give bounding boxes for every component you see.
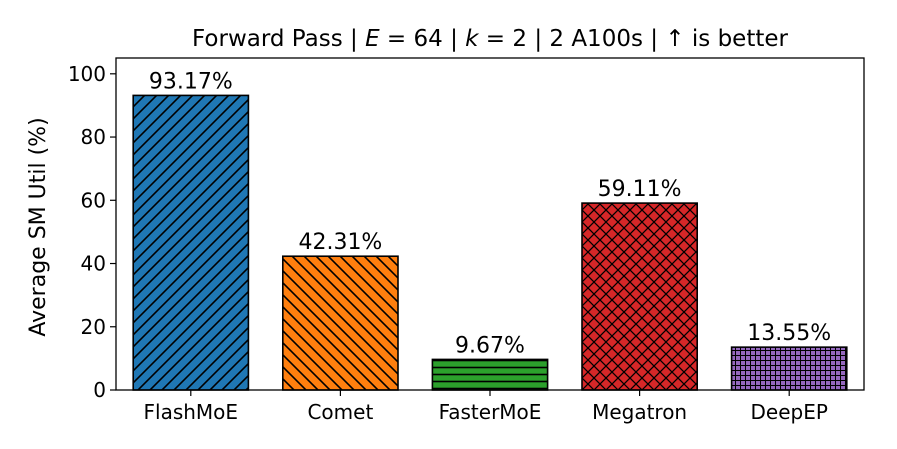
data-label-fastermoe: 9.67%: [455, 333, 525, 358]
plot-frame: [115, 57, 865, 391]
y-tick-label-100: 100: [68, 62, 106, 86]
data-label-flashmoe: 93.17%: [149, 69, 233, 94]
bar-hatch-fastermoe: [431, 358, 549, 391]
bar-hatch-comet: [282, 255, 399, 391]
x-tick-label-megatron: Megatron: [592, 400, 687, 424]
x-axis-ticks: FlashMoE Comet FasterMoE Megatron DeepEP: [144, 390, 828, 424]
y-axis-ticks: 0 20 40 60 80 100: [68, 62, 116, 402]
x-tick-label-deepep: DeepEP: [750, 400, 827, 424]
data-label-megatron: 59.11%: [598, 177, 682, 202]
x-tick-label-flashmoe: FlashMoE: [144, 400, 239, 424]
y-tick-label-0: 0: [93, 378, 106, 402]
bar-hatch-flashmoe: [132, 94, 250, 391]
bars-group: [132, 94, 848, 391]
y-tick-label-40: 40: [81, 252, 106, 276]
y-tick-label-20: 20: [81, 315, 106, 339]
y-axis-title: Average SM Util (%): [26, 117, 51, 336]
bar-hatch-megatron: [581, 202, 698, 391]
x-tick-label-comet: Comet: [307, 400, 373, 424]
data-label-comet: 42.31%: [298, 230, 382, 255]
x-tick-label-fastermoe: FasterMoE: [439, 400, 542, 424]
value-labels-group: 93.17% 42.31% 9.67% 59.11% 13.55%: [149, 69, 831, 358]
y-tick-label-80: 80: [81, 125, 106, 149]
y-tick-label-60: 60: [81, 188, 106, 212]
data-label-deepep: 13.55%: [747, 321, 831, 346]
chart-title: Forward Pass | E = 64 | k = 2 | 2 A100s …: [192, 26, 789, 52]
bar-hatch-deepep: [730, 346, 848, 391]
